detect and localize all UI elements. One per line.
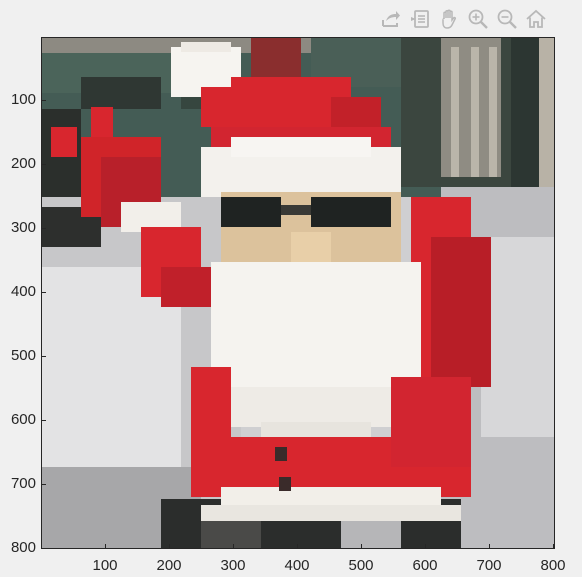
axes-toolbar (378, 6, 548, 32)
xtick-mark (553, 544, 554, 549)
image-display[interactable] (41, 37, 555, 549)
xtick-label: 600 (412, 557, 438, 574)
ytick-mark (41, 356, 46, 357)
xtick-mark (233, 544, 234, 549)
zoom-in-icon (468, 9, 488, 29)
xtick-mark (425, 544, 426, 549)
pan-hand-icon (441, 9, 456, 29)
ytick-label: 200 (10, 155, 36, 172)
pan-button[interactable] (436, 7, 461, 32)
xtick-mark (169, 544, 170, 549)
ytick-label: 100 (10, 91, 36, 108)
ytick-mark (41, 164, 46, 165)
data-brush-icon (410, 10, 429, 28)
xtick-label: 500 (348, 557, 374, 574)
ytick-mark (41, 548, 46, 549)
ytick-mark (41, 228, 46, 229)
xtick-label: 200 (156, 557, 182, 574)
xtick-mark (105, 544, 106, 549)
ytick-mark (41, 292, 46, 293)
export-button[interactable] (378, 7, 403, 32)
zoom-in-button[interactable] (465, 7, 490, 32)
data-brush-button[interactable] (407, 7, 432, 32)
xtick-label: 300 (220, 557, 246, 574)
restore-view-button[interactable] (523, 7, 548, 32)
ytick-label: 300 (10, 219, 36, 236)
xtick-mark (297, 544, 298, 549)
santa-image (41, 37, 555, 549)
xtick-label: 700 (476, 557, 502, 574)
home-icon (525, 9, 546, 28)
zoom-out-icon (497, 9, 517, 29)
ytick-label: 500 (10, 347, 36, 364)
xtick-mark (489, 544, 490, 549)
xtick-label: 100 (92, 557, 118, 574)
ytick-label: 800 (10, 539, 36, 556)
ytick-mark (41, 420, 46, 421)
zoom-out-button[interactable] (494, 7, 519, 32)
ytick-mark (41, 484, 46, 485)
ytick-label: 400 (10, 283, 36, 300)
ytick-label: 600 (10, 411, 36, 428)
export-icon (381, 11, 400, 27)
ytick-mark (41, 100, 46, 101)
xtick-label: 400 (284, 557, 310, 574)
xtick-label: 800 (540, 557, 566, 574)
xtick-mark (361, 544, 362, 549)
ytick-label: 700 (10, 475, 36, 492)
